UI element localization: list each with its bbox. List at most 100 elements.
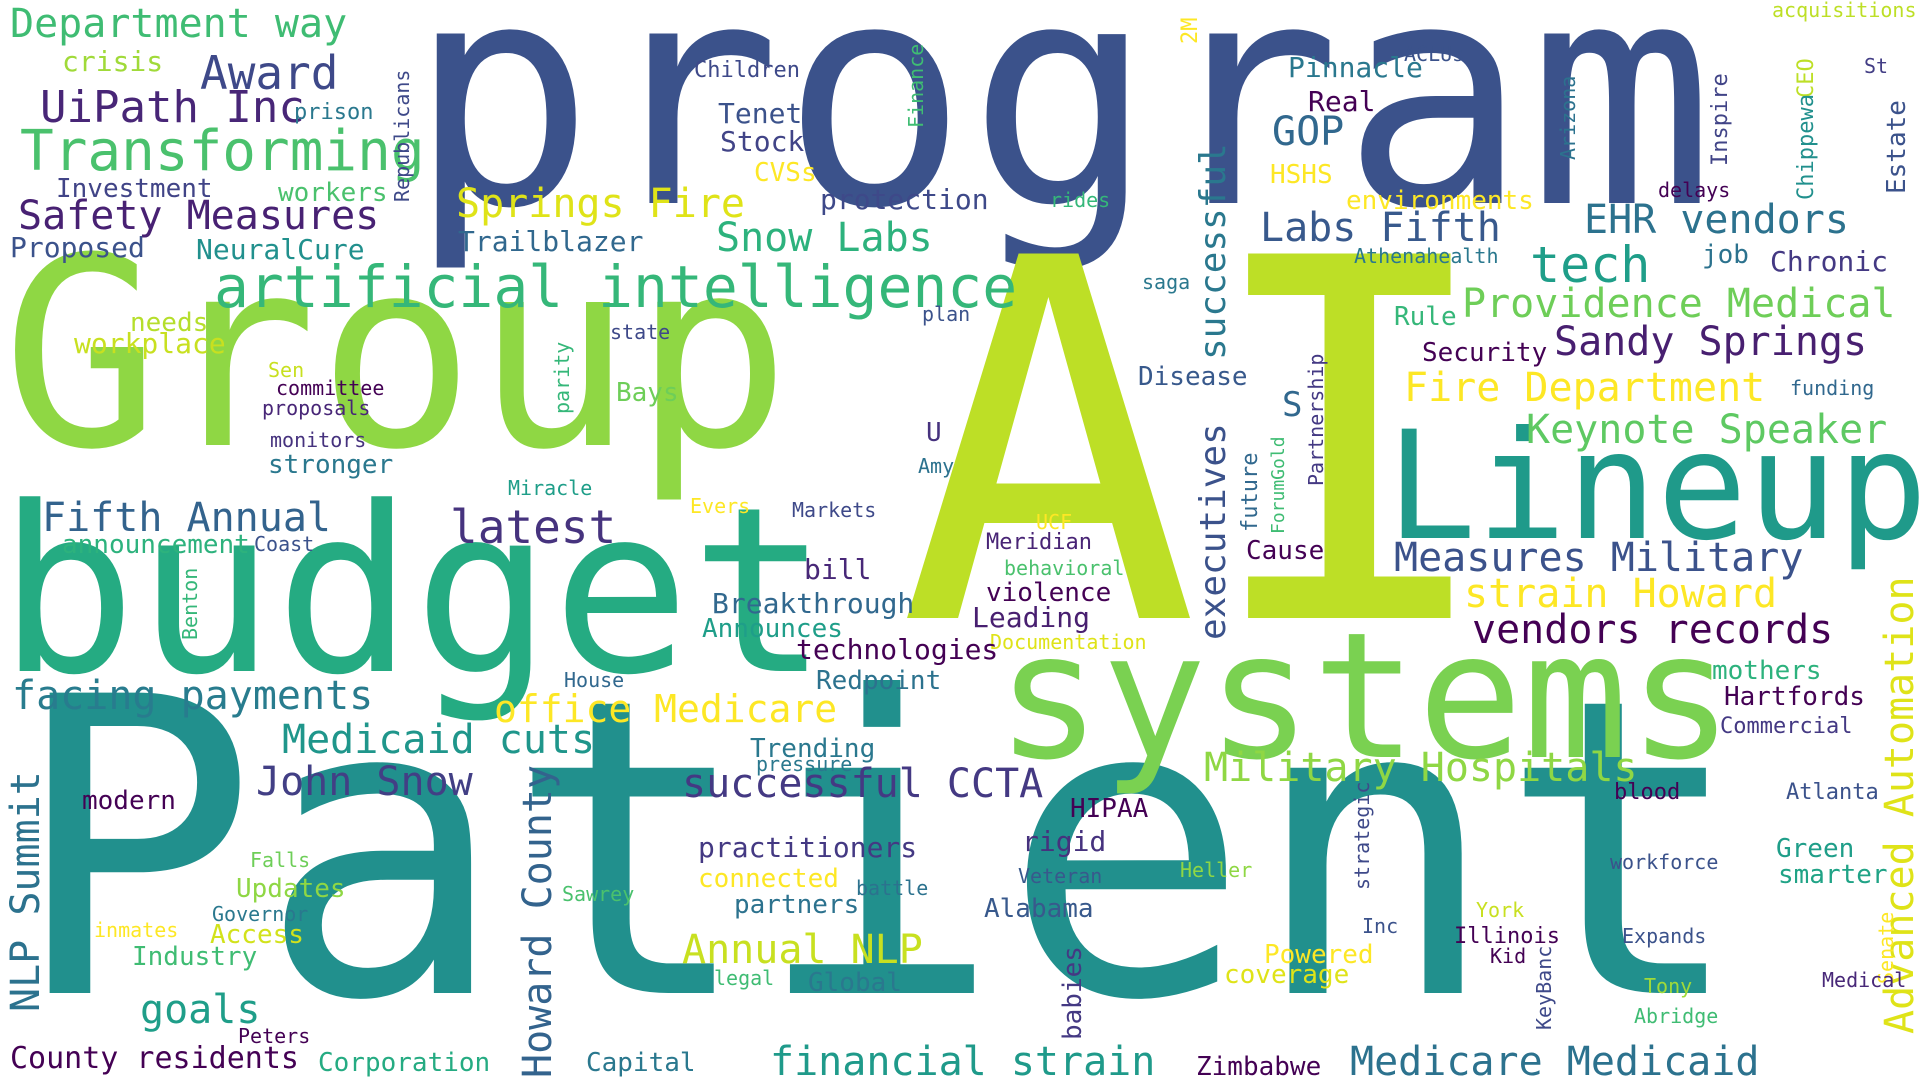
word-saga: saga	[1142, 270, 1191, 294]
word-fifth-annual: Fifth Annual	[42, 495, 331, 541]
word-bays: Bays	[616, 378, 679, 408]
word-annual-nlp: Annual NLP	[682, 927, 923, 973]
word-delays: delays	[1658, 178, 1731, 202]
word-tony: Tony	[1644, 974, 1693, 998]
word-pinnacle: Pinnacle	[1288, 51, 1423, 84]
word-neuralcure: NeuralCure	[196, 233, 365, 266]
word-group: Group	[2, 202, 791, 507]
word-zimbabwe: Zimbabwe	[1196, 1052, 1322, 1080]
word-proposals: proposals	[262, 396, 371, 420]
word-future: future	[1238, 452, 1263, 532]
word-safety-measures: Safety Measures	[18, 193, 380, 239]
word-stronger: stronger	[268, 450, 394, 480]
word-howard-county: Howard County	[515, 764, 561, 1078]
word-kid: Kid	[1490, 944, 1527, 968]
word-budget: budget	[0, 459, 829, 726]
word-blood: blood	[1614, 780, 1681, 805]
word-cvss: CVSs	[754, 158, 817, 188]
word-successful-ccta: successful CCTA	[682, 761, 1044, 807]
word-facing-payments: facing payments	[12, 673, 374, 719]
word-patient: Patient	[10, 612, 1747, 1080]
word-military-hospitals: Military Hospitals	[1204, 745, 1638, 791]
word-house: House	[564, 668, 625, 692]
word-inspire: Inspire	[1708, 73, 1733, 166]
word-announces: Announces	[702, 614, 843, 644]
word-cause: Cause	[1246, 536, 1325, 566]
word-amy: Amy	[918, 454, 955, 478]
word-illinois: Illinois	[1454, 924, 1560, 949]
word-falls: Falls	[250, 848, 311, 872]
word-updates: Updates	[236, 874, 346, 904]
word-corporation: Corporation	[318, 1048, 491, 1078]
word-breakthrough: Breakthrough	[712, 587, 915, 620]
word-workplace: workplace	[74, 327, 226, 360]
word-measures-military: Measures Military	[1394, 535, 1804, 581]
word-meridian: Meridian	[986, 530, 1092, 555]
word-fire-department: Fire Department	[1404, 365, 1766, 411]
word-medicaid-cuts: Medicaid cuts	[282, 717, 596, 763]
word-uipath-inc: UiPath Inc	[40, 82, 305, 133]
word-executives: executives	[1193, 423, 1234, 640]
word-medical: Medical	[1822, 968, 1907, 992]
word-environments: environments	[1346, 186, 1534, 216]
word-financial-strain: financial strain	[770, 1039, 1156, 1080]
word-smarter: smarter	[1778, 860, 1888, 890]
word-keybanc: KeyBanc	[1532, 945, 1556, 1030]
word-inc: Inc	[1362, 914, 1399, 938]
word-governor: Governor	[212, 902, 309, 926]
word-john-snow: John Snow	[256, 759, 473, 805]
word-partners: partners	[734, 890, 860, 920]
word-workforce: workforce	[1610, 850, 1719, 874]
word-babies: babies	[1058, 946, 1088, 1040]
word-acquisitions: acquisitions	[1772, 0, 1917, 22]
word-u: U	[926, 418, 942, 448]
word-ucf: UCF	[1036, 510, 1073, 534]
word-rigid: rigid	[1022, 825, 1107, 858]
word-snow-labs: Snow Labs	[716, 215, 933, 261]
word-hipaa: HIPAA	[1070, 794, 1149, 824]
word-leading: Leading	[972, 601, 1091, 634]
word-battle: battle	[856, 876, 929, 900]
word-award: Award	[200, 46, 339, 100]
word-monitors: monitors	[270, 428, 367, 452]
word-sawrey: Sawrey	[562, 882, 635, 906]
word-access: Access	[210, 920, 304, 950]
word-gop: GOP	[1272, 109, 1345, 155]
word-legal: legal	[714, 966, 775, 990]
word-alabama: Alabama	[984, 894, 1094, 924]
word-security: Security	[1422, 338, 1548, 368]
word-coast: Coast	[254, 532, 315, 556]
word-powered: Powered	[1264, 940, 1374, 970]
word-state: state	[610, 320, 671, 344]
word-arizona: Arizona	[1556, 75, 1580, 160]
word-commercial: Commercial	[1720, 714, 1853, 739]
word-program: program	[408, 0, 1715, 277]
word-forumgold: ForumGold	[1268, 436, 1289, 534]
word-artificial-intelligence: artificial intelligence	[214, 253, 1018, 321]
word-parity: parity	[550, 341, 574, 414]
word-york: York	[1476, 898, 1525, 922]
word-vendors-records: vendors records	[1472, 607, 1834, 653]
word-aclus: ACLUs	[1404, 42, 1465, 66]
word-children: Children	[694, 58, 800, 83]
word-county-residents: County residents	[10, 1041, 299, 1076]
word-goals: goals	[140, 987, 261, 1033]
word-violence: violence	[986, 578, 1112, 608]
word-behavioral: behavioral	[1004, 556, 1125, 580]
word-s: S	[1282, 385, 1303, 425]
word-latest: latest	[450, 500, 617, 554]
word-redpoint: Redpoint	[816, 666, 942, 696]
word-capital: Capital	[586, 1048, 696, 1078]
word-sen: Sen	[268, 358, 305, 382]
word-industry: Industry	[132, 942, 258, 972]
word-finance[interactable]: Finance	[904, 43, 928, 128]
word-workers: workers	[278, 178, 388, 208]
word-stock: Stock	[720, 125, 805, 158]
word-partnership: Partnership	[1304, 353, 1328, 486]
word-abridge: Abridge	[1634, 1004, 1719, 1028]
word-peters: Peters	[238, 1024, 311, 1048]
word-plan: plan	[922, 302, 971, 326]
word-trailblazer: Trailblazer	[458, 225, 644, 258]
word-providence-medical: Providence Medical	[1462, 281, 1896, 327]
word-strategic: strategic	[1350, 781, 1374, 890]
